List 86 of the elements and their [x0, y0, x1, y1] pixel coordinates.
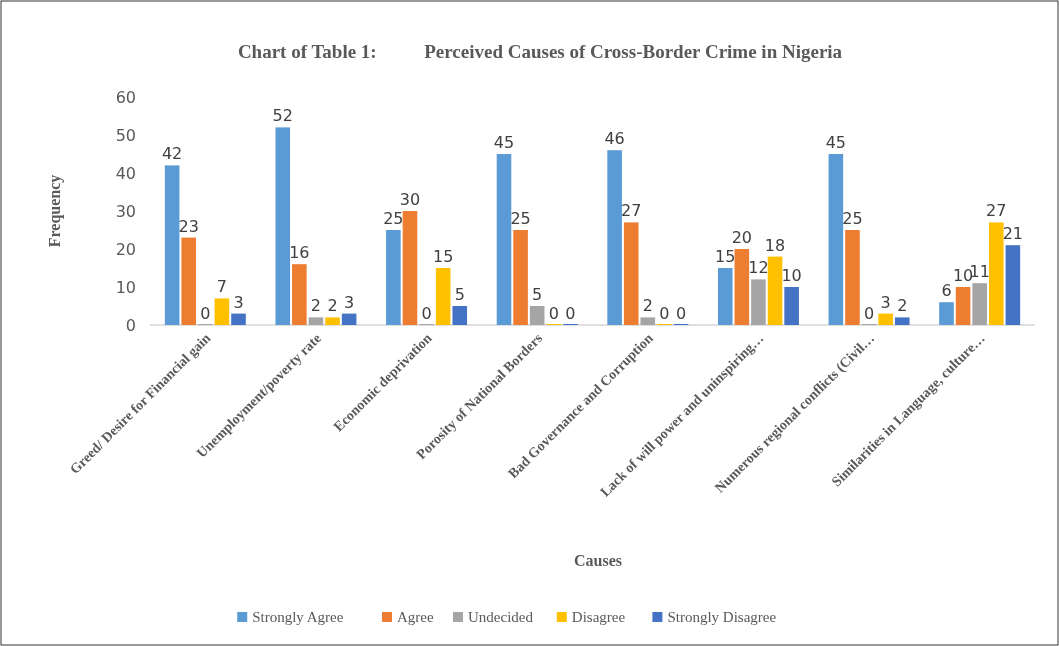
data-label: 0 — [863, 304, 875, 323]
data-label: 25 — [383, 209, 404, 228]
legend-label: Strongly Disagree — [667, 609, 777, 626]
data-label: 16 — [289, 243, 310, 263]
data-label: 2 — [327, 296, 338, 316]
bar — [452, 306, 468, 325]
bar — [325, 317, 340, 325]
data-label: 18 — [764, 235, 786, 255]
data-label: 25 — [842, 209, 863, 228]
bar — [513, 230, 528, 325]
bar — [386, 230, 401, 325]
chart-title: Chart of Table 1: Perceived Causes of Cross-Border Crime in Nigeria — [237, 41, 843, 62]
y-tick-label: 40 — [115, 163, 136, 183]
bar — [828, 154, 844, 325]
bar — [164, 165, 180, 325]
data-label: 27 — [986, 201, 1007, 221]
bar — [529, 306, 545, 325]
bar — [292, 264, 307, 325]
data-label: 7 — [216, 277, 227, 297]
bar — [308, 317, 324, 325]
data-label: 45 — [493, 133, 515, 152]
y-tick-label: 60 — [115, 87, 136, 107]
bar — [751, 279, 766, 325]
bar — [717, 268, 733, 325]
data-label: 23 — [178, 216, 199, 236]
bar — [845, 230, 860, 325]
data-label: 0 — [565, 304, 576, 323]
bar — [734, 249, 750, 325]
data-label: 2 — [642, 296, 653, 316]
bar — [988, 222, 1004, 325]
data-label: 2 — [310, 296, 322, 316]
data-label: 30 — [399, 190, 421, 209]
data-label: 42 — [161, 144, 183, 164]
data-label: 15 — [432, 247, 454, 266]
legend-label: Disagree — [571, 609, 626, 626]
legend-label: Strongly Agree — [252, 609, 344, 626]
bar — [1005, 245, 1021, 325]
data-label: 21 — [1002, 224, 1024, 244]
x-axis-title: Causes — [573, 552, 623, 569]
data-label: 12 — [748, 258, 769, 278]
y-tick-label: 20 — [115, 239, 136, 259]
bar — [435, 268, 451, 325]
bar — [767, 256, 783, 325]
bar — [181, 237, 197, 325]
bar — [341, 313, 357, 325]
data-label: 27 — [621, 201, 642, 221]
bar — [623, 222, 639, 325]
bar — [402, 211, 418, 325]
data-label: 10 — [781, 266, 802, 285]
bar — [894, 317, 910, 325]
data-label: 6 — [941, 281, 952, 301]
bar — [496, 154, 512, 325]
bar — [784, 287, 799, 325]
y-axis-title: Frequency — [46, 174, 64, 248]
data-label: 25 — [510, 209, 531, 228]
data-label: 5 — [454, 285, 465, 304]
bar — [214, 298, 230, 325]
y-tick-label: 30 — [115, 201, 136, 221]
bar — [231, 313, 246, 325]
bar — [878, 313, 893, 325]
data-label: 3 — [344, 292, 355, 312]
data-label: 0 — [675, 304, 687, 323]
data-label: 46 — [604, 129, 625, 149]
bar — [939, 302, 954, 325]
bar — [640, 317, 656, 325]
y-tick-label: 10 — [115, 277, 136, 297]
data-label: 0 — [200, 304, 211, 323]
data-label: 5 — [532, 285, 543, 304]
bar — [955, 287, 971, 325]
bar — [607, 150, 622, 325]
data-label: 15 — [715, 247, 736, 266]
data-label: 0 — [421, 304, 432, 323]
y-tick-label: 0 — [125, 315, 136, 335]
bar — [275, 127, 291, 325]
y-tick-label: 50 — [115, 125, 136, 145]
data-label: 3 — [233, 292, 244, 312]
data-label: 0 — [548, 304, 559, 323]
data-label: 0 — [659, 304, 670, 323]
data-label: 2 — [897, 296, 908, 316]
data-label: 20 — [731, 228, 753, 247]
data-label: 3 — [880, 292, 891, 312]
legend-label: Undecided — [468, 609, 534, 626]
data-label: 52 — [272, 106, 293, 126]
data-label: 45 — [825, 133, 847, 152]
bar — [972, 283, 987, 325]
legend-label: Agree — [397, 609, 434, 626]
